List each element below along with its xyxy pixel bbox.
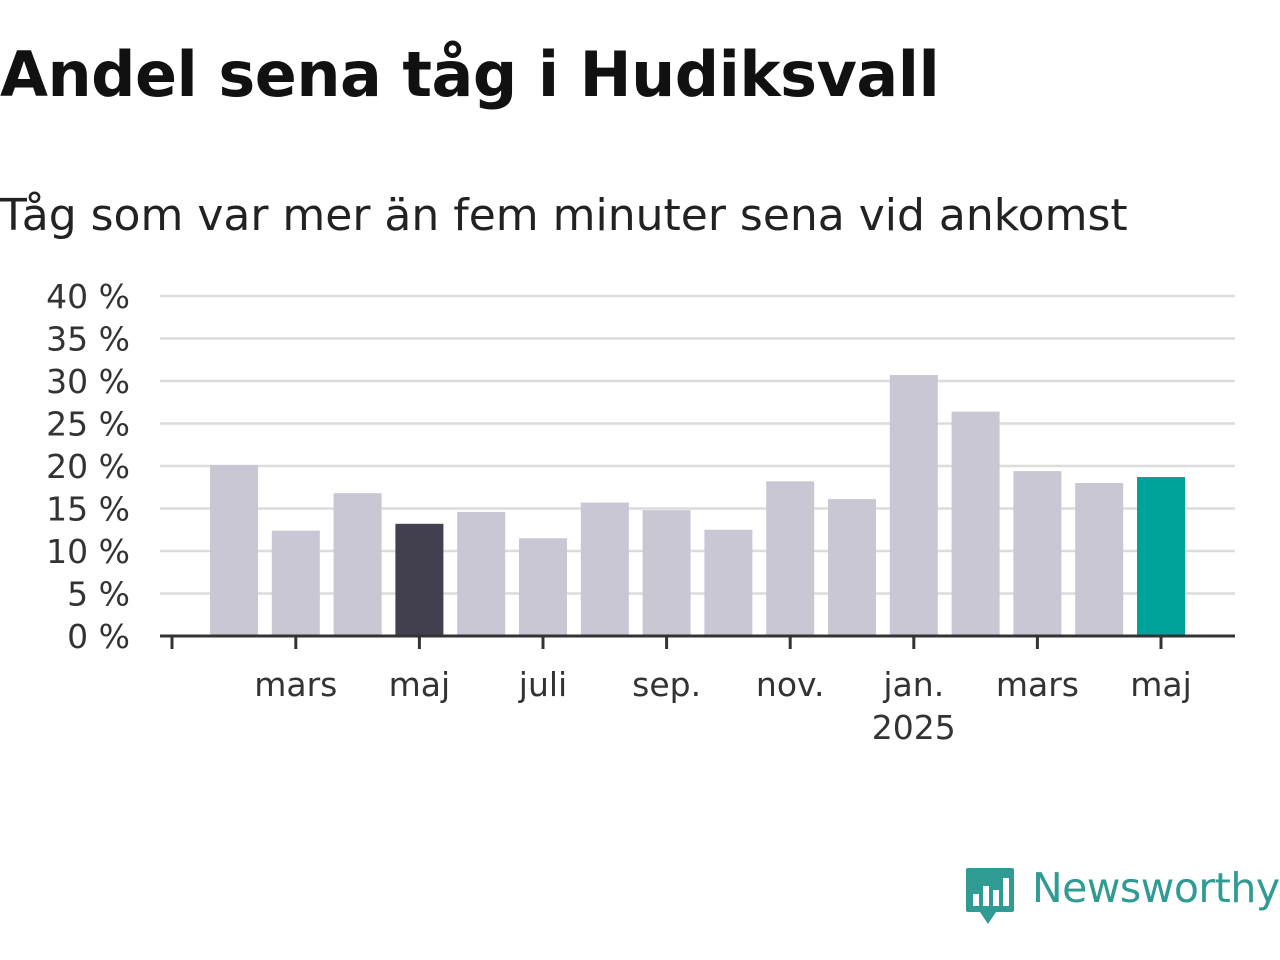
y-tick-label: 35 % (46, 320, 130, 359)
y-tick-label: 15 % (46, 490, 130, 529)
brand-name: Newsworthy (1032, 864, 1280, 912)
chart-title: Andel sena tåg i Hudiksvall (0, 38, 940, 111)
x-tick-label: nov. (756, 665, 825, 704)
bar (210, 465, 258, 636)
x-tick-label: jan. (882, 665, 944, 704)
bar (1075, 483, 1124, 636)
bar (704, 529, 753, 636)
bar (642, 510, 691, 636)
y-tick-label: 25 % (46, 405, 130, 444)
bar (1137, 477, 1185, 636)
x-axis-labels: mars maj juli sep. nov. jan. 2025 mars maj (254, 665, 1192, 747)
y-tick-label: 40 % (46, 277, 130, 316)
chart-subtitle: Tåg som var mer än fem minuter sena vid … (0, 190, 1128, 241)
y-tick-label: 20 % (46, 447, 130, 486)
y-tick-label: 30 % (46, 362, 130, 401)
bar (766, 481, 815, 636)
newsworthy-logo-icon (966, 868, 1014, 924)
bar (889, 375, 938, 636)
brand-logo: Newsworthy (964, 864, 1280, 928)
gridlines (160, 294, 1235, 595)
bar (333, 493, 382, 636)
x-tick-label: maj (1130, 665, 1192, 704)
y-tick-label: 5 % (67, 575, 130, 614)
x-tick-label: sep. (632, 665, 701, 704)
bars (210, 375, 1185, 636)
x-tick-label: juli (518, 665, 567, 704)
bar (395, 523, 444, 636)
x-tick-sublabel: 2025 (872, 708, 956, 747)
x-tick-label: mars (254, 665, 337, 704)
y-axis-labels: 0 %5 % 10 %15 % 20 %25 % 30 %35 % 40 % (46, 277, 130, 656)
bar (457, 511, 506, 636)
bar (951, 411, 1000, 636)
bar (271, 530, 320, 636)
bar-chart: 0 %5 %10 %15 %20 %25 %30 %35 %40 % mars m… (46, 277, 1235, 747)
x-axis (160, 634, 1235, 649)
y-tick-label: 0 % (67, 617, 130, 656)
bar (519, 538, 567, 636)
bar (580, 502, 629, 636)
bar (1013, 471, 1062, 636)
x-tick-label: maj (389, 665, 451, 704)
y-tick-label: 10 % (46, 532, 130, 571)
bar (828, 499, 876, 636)
x-tick-label: mars (996, 665, 1079, 704)
